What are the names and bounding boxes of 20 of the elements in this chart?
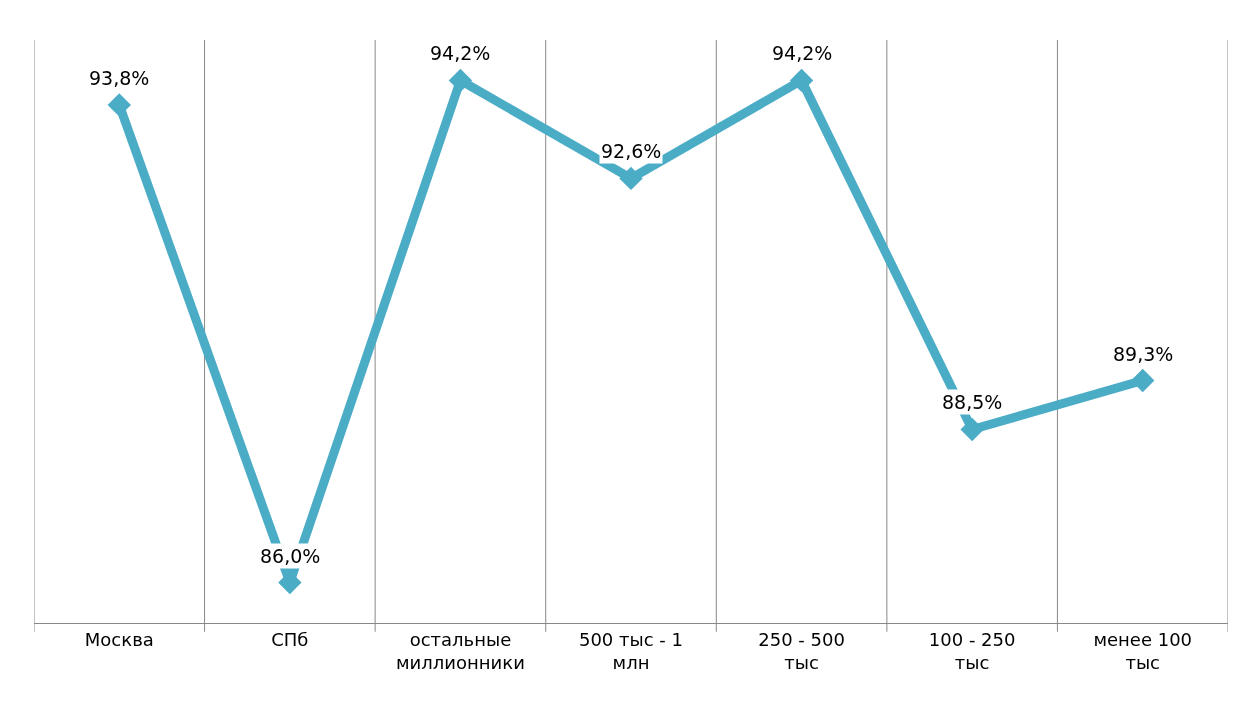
data-label: 92,6% [601,140,662,162]
point [619,166,643,191]
x-tick-label: 500 тыс - 1 млн [578,628,684,673]
data-label: 93,8% [89,67,150,89]
point [960,417,984,442]
x-tick-label: 100 - 250 тыс [928,628,1016,673]
x-tick-label: остальные миллионники [396,628,525,673]
point [448,68,473,93]
data-label: 88,5% [942,391,1003,413]
data-label: 94,2% [772,42,833,64]
point [789,68,814,93]
x-tick-label: 250 - 500 тыс [758,628,845,673]
x-tick-label: Москва [84,628,154,650]
data-label: 86,0% [260,545,321,567]
data-label: 94,2% [430,42,491,64]
point [1131,368,1155,393]
x-tick-label: СПб [271,628,309,650]
data-label: 89,3% [1113,343,1174,365]
point [107,93,131,117]
x-tick-label: менее 100 тыс [1093,628,1193,673]
